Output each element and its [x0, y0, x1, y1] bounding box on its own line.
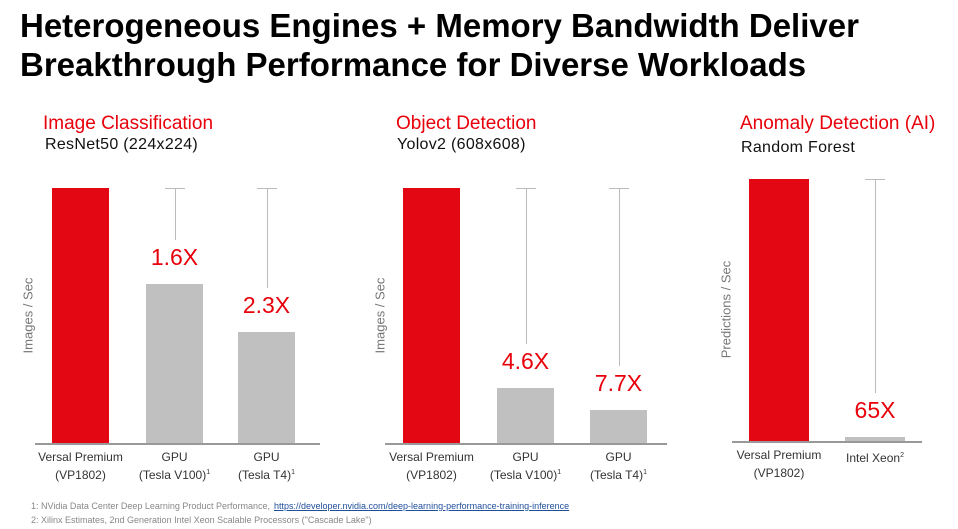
data-label: 7.7X	[594, 369, 643, 396]
x-axis-line	[35, 443, 320, 445]
gap-arrow-line	[618, 188, 620, 366]
category-line-1: GPU	[253, 450, 280, 464]
category-label: GPU (Tesla T4)1	[212, 450, 322, 483]
bar-versal	[403, 188, 460, 443]
slide-title: Heterogeneous Engines + Memory Bandwidth…	[20, 6, 859, 84]
chart-title: Anomaly Detection (AI)	[740, 113, 936, 134]
bar-competitor-1	[146, 283, 203, 443]
chart-title: Object Detection	[396, 113, 537, 134]
y-axis-label: Images / Sec	[372, 277, 388, 353]
x-axis-line	[385, 443, 667, 445]
data-label: 2.3X	[242, 292, 291, 319]
category-line-2: (VP1802)	[406, 468, 457, 482]
category-label: Versal Premium (VP1802)	[377, 450, 487, 483]
footnote-marker: 1	[206, 469, 211, 476]
category-line-2: (VP1802)	[55, 468, 106, 482]
category-label: Versal Premium (VP1802)	[724, 448, 834, 481]
chart-subtitle: Yolov2 (608x608)	[397, 136, 526, 153]
category-label: GPU (Tesla T4)1	[564, 450, 674, 483]
bar-competitor-1	[497, 387, 554, 443]
bar-competitor-2	[590, 409, 647, 443]
footnote-marker: 1	[291, 469, 296, 476]
data-label: 65X	[854, 397, 896, 423]
category-line-1: GPU	[512, 450, 539, 464]
category-label: GPU (Tesla V100)1	[471, 450, 581, 483]
title-line-1: Heterogeneous Engines + Memory Bandwidth…	[20, 7, 859, 44]
category-line-1: Versal Premium	[736, 448, 822, 462]
footnote-2: 2: Xilinx Estimates, 2nd Generation Inte…	[31, 515, 372, 525]
gap-arrow-line	[525, 188, 527, 344]
bar-versal	[749, 179, 809, 441]
footnote-2-text: 2: Xilinx Estimates, 2nd Generation Inte…	[31, 515, 372, 525]
footnote-1: 1: NVidia Data Center Deep Learning Prod…	[31, 501, 569, 511]
bar-competitor-1	[845, 437, 905, 441]
bar-versal	[52, 188, 109, 443]
footnote-1-text: 1: NVidia Data Center Deep Learning Prod…	[31, 501, 270, 511]
footnote-marker: 2	[900, 452, 904, 459]
category-label: Versal Premium (VP1802)	[26, 450, 136, 483]
category-line-2: (Tesla T4)	[237, 468, 292, 482]
y-axis-label: Images / Sec	[20, 277, 36, 353]
footnote-1-link[interactable]: https://developer.nvidia.com/deep-learni…	[273, 501, 570, 511]
category-line-1: Versal Premium	[389, 450, 474, 464]
chart-title: Image Classification	[43, 113, 214, 134]
category-line-1: GPU	[605, 450, 632, 464]
gap-arrow-line	[266, 188, 268, 289]
category-label: GPU (Tesla V100)1	[120, 450, 230, 483]
y-axis-label: Predictions / Sec	[718, 260, 734, 359]
chart-subtitle: ResNet50 (224x224)	[45, 136, 199, 153]
category-label: Intel Xeon2	[820, 448, 930, 466]
gap-arrow-line	[875, 179, 876, 393]
category-line-2: (VP1802)	[753, 466, 805, 480]
category-line-2: (Tesla T4)	[589, 468, 644, 482]
footnote-marker: 1	[557, 469, 562, 476]
category-line-2: (Tesla V100)	[489, 468, 558, 482]
category-line-2: (Tesla V100)	[138, 468, 207, 482]
title-line-2: Breakthrough Performance for Diverse Wor…	[20, 46, 807, 83]
gap-arrow-line	[174, 188, 176, 240]
category-line-1: GPU	[161, 450, 188, 464]
data-label: 4.6X	[501, 347, 550, 374]
category-line-1: Intel Xeon	[846, 451, 901, 465]
footnote-marker: 1	[643, 469, 648, 476]
category-line-1: Versal Premium	[38, 450, 123, 464]
x-axis-line	[732, 441, 922, 443]
bar-competitor-2	[238, 332, 295, 443]
chart-subtitle: Random Forest	[741, 139, 856, 156]
data-label: 1.6X	[150, 243, 199, 270]
